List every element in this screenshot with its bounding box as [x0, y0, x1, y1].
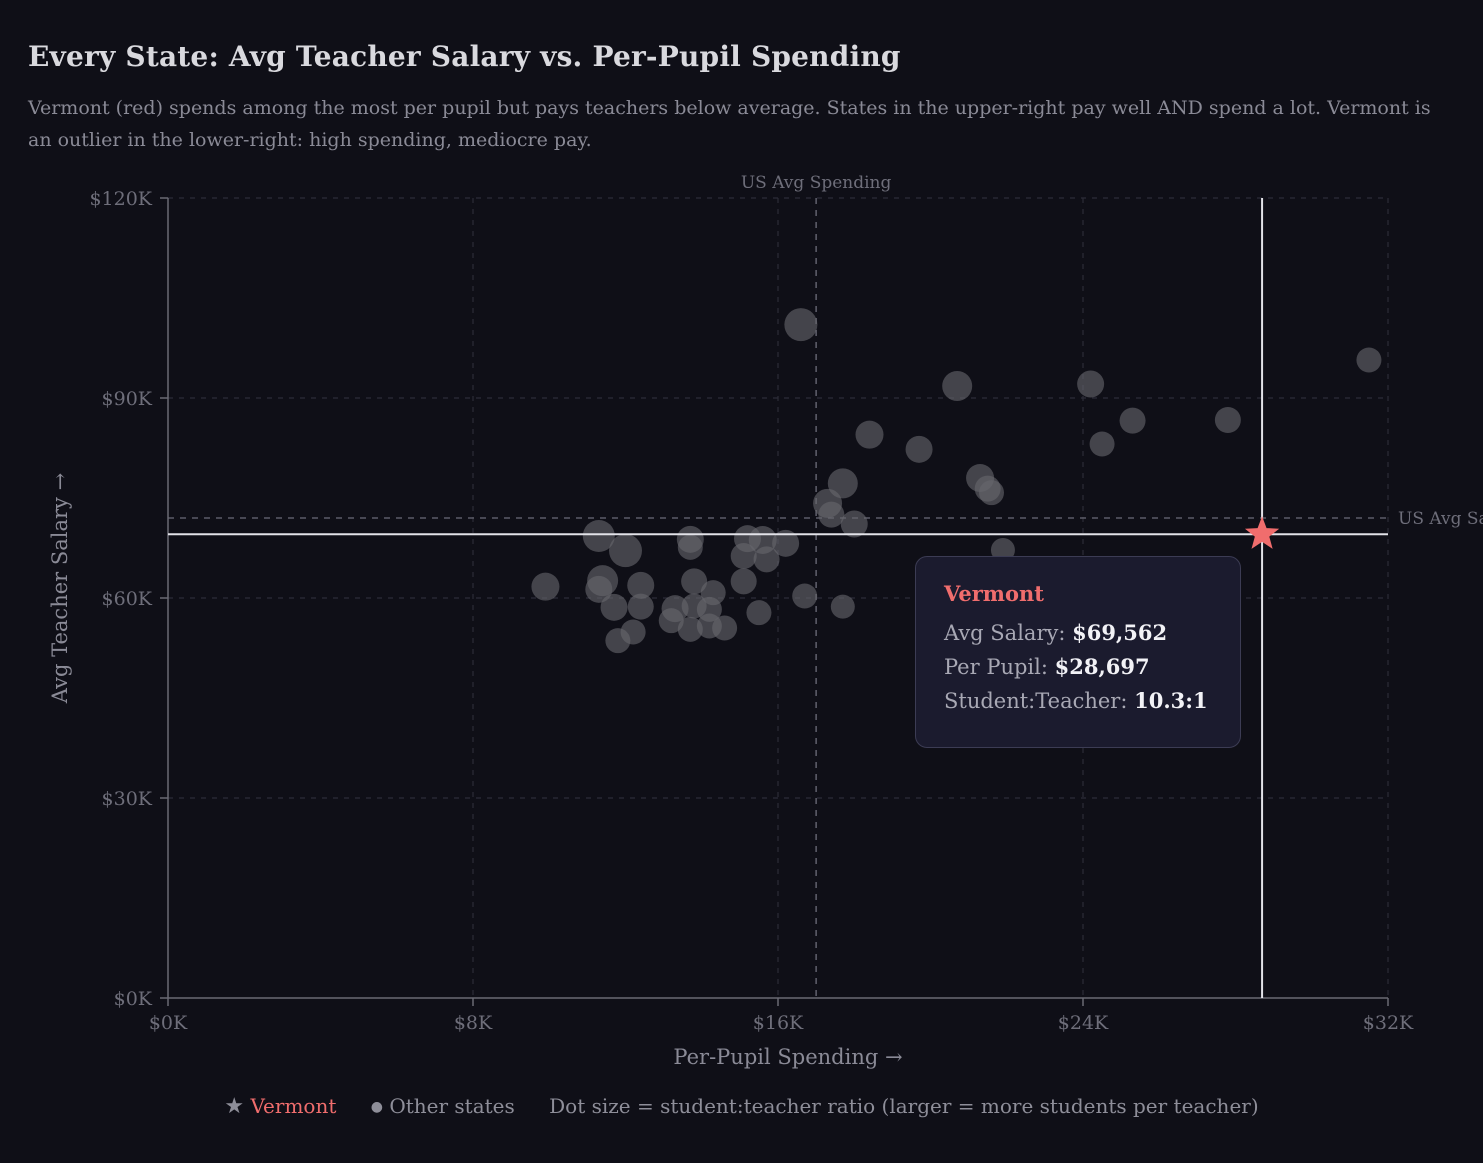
state-dot[interactable] — [746, 600, 772, 626]
dot-icon: ● — [370, 1099, 383, 1115]
state-dot[interactable] — [658, 608, 684, 634]
x-axis-label: Per-Pupil Spending → — [673, 1045, 902, 1069]
state-dot[interactable] — [818, 501, 845, 528]
y-tick-label: $60K — [102, 588, 153, 610]
state-dot[interactable] — [830, 594, 855, 619]
state-dot[interactable] — [585, 575, 613, 603]
y-tick-label: $30K — [102, 788, 153, 810]
tooltip-ratio-label: Student:Teacher: — [944, 689, 1135, 713]
chart-subtitle: Vermont (red) spends among the most per … — [28, 97, 1431, 151]
tooltip-salary-label: Avg Salary: — [944, 621, 1073, 645]
grid — [168, 197, 1389, 998]
state-dot[interactable] — [681, 568, 708, 595]
state-dot[interactable] — [1089, 431, 1115, 457]
y-tick-label: $0K — [114, 988, 153, 1010]
tooltip-salary-row: Avg Salary: $69,562 — [944, 620, 1226, 645]
legend: ★ Vermont ● Other states Dot size = stud… — [0, 1094, 1483, 1119]
legend-vermont[interactable]: ★ Vermont — [224, 1094, 336, 1119]
us-avg-salary-label: US Avg Salary — [1398, 509, 1483, 529]
x-tick-label: $24K — [1058, 1012, 1109, 1034]
state-dot[interactable] — [827, 468, 858, 499]
vermont-tooltip: Vermont Avg Salary: $69,562 Per Pupil: $… — [915, 556, 1241, 748]
state-dot[interactable] — [677, 534, 703, 560]
state-dots — [531, 308, 1382, 654]
tooltip-spending-row: Per Pupil: $28,697 — [944, 654, 1226, 679]
legend-size-note: Dot size = student:teacher ratio (larger… — [549, 1094, 1259, 1118]
state-dot[interactable] — [730, 568, 757, 595]
chart-title: Every State: Avg Teacher Salary vs. Per-… — [28, 40, 901, 73]
us-avg-spending-label: US Avg Spending — [741, 173, 892, 193]
state-dot[interactable] — [753, 546, 780, 573]
state-dot[interactable] — [1077, 370, 1105, 398]
x-tick-label: $8K — [454, 1012, 493, 1034]
state-dot[interactable] — [609, 534, 642, 568]
axes: Per-Pupil Spending → Avg Teacher Salary … — [48, 188, 1414, 1069]
state-dot[interactable] — [605, 628, 631, 654]
state-dot[interactable] — [677, 616, 703, 642]
vermont-crosshair — [168, 198, 1388, 998]
tooltip-ratio-row: Student:Teacher: 10.3:1 — [944, 688, 1226, 713]
tooltip-salary-value: $69,562 — [1072, 620, 1168, 645]
legend-other-states[interactable]: ● Other states — [371, 1094, 515, 1118]
state-dot[interactable] — [1119, 407, 1146, 434]
state-dot[interactable] — [855, 420, 884, 449]
y-tick-label: $90K — [102, 388, 153, 410]
y-axis-label: Avg Teacher Salary → — [48, 473, 72, 704]
tooltip-spending-label: Per Pupil: — [944, 655, 1055, 679]
state-dot[interactable] — [979, 480, 1004, 506]
state-dot[interactable] — [772, 529, 800, 557]
vermont-star-marker[interactable] — [1244, 516, 1280, 549]
state-dot[interactable] — [712, 615, 738, 641]
star-icon: ★ — [224, 1094, 245, 1119]
state-dot[interactable] — [627, 571, 655, 599]
state-dot[interactable] — [531, 572, 560, 601]
state-dot[interactable] — [840, 510, 868, 538]
state-dot[interactable] — [627, 593, 654, 620]
state-dot[interactable] — [1356, 347, 1382, 373]
state-dot[interactable] — [600, 593, 628, 621]
tooltip-spending-value: $28,697 — [1054, 654, 1150, 679]
x-tick-label: $32K — [1363, 1012, 1414, 1034]
x-tick-label: $16K — [753, 1012, 804, 1034]
state-dot[interactable] — [905, 435, 933, 463]
state-dot[interactable] — [792, 583, 818, 609]
legend-vermont-label: Vermont — [250, 1094, 337, 1118]
y-tick-label: $120K — [89, 188, 152, 210]
state-dot[interactable] — [942, 371, 973, 401]
state-dot[interactable] — [1214, 407, 1241, 433]
reference-lines: US Avg Spending US Avg Salary — [168, 173, 1483, 998]
state-dot[interactable] — [582, 520, 615, 552]
state-dot[interactable] — [784, 308, 818, 342]
state-dot[interactable] — [730, 543, 757, 569]
tooltip-ratio-value: 10.3:1 — [1134, 688, 1208, 713]
x-tick-label: $0K — [149, 1012, 188, 1034]
legend-other-states-label: Other states — [389, 1094, 515, 1118]
tooltip-state-name: Vermont — [944, 581, 1044, 606]
